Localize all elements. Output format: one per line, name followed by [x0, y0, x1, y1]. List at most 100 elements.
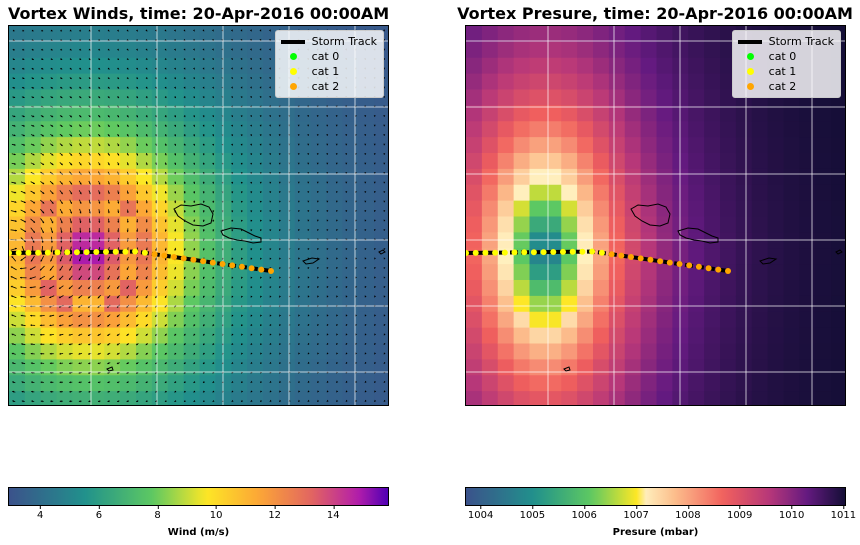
field-cell: [529, 57, 546, 75]
wind-arrow-head: [193, 295, 196, 298]
wind-arrow-head: [136, 96, 138, 99]
field-cell: [815, 153, 832, 170]
field-cell: [593, 26, 610, 43]
wind-arrow-head: [184, 277, 186, 279]
wind-arrow-head: [326, 124, 329, 127]
wind-arrow-head: [193, 143, 196, 146]
wind-arrow-head: [373, 200, 376, 203]
wind-arrow-head: [259, 210, 262, 212]
wind-arrow-head: [88, 259, 91, 261]
wind-arrow-head: [364, 191, 367, 193]
field-cell: [466, 57, 483, 75]
wind-arrow-head: [174, 286, 177, 289]
wind-arrow-head: [30, 352, 33, 355]
wind-arrow-head: [154, 29, 157, 32]
wind-arrow-head: [383, 314, 386, 317]
wind-arrow-head: [41, 124, 44, 127]
wind-arrow-head: [145, 192, 148, 194]
wind-arrow-head: [212, 295, 215, 298]
field-cell: [640, 311, 658, 329]
wind-arrow-head: [59, 333, 61, 336]
wind-arrow-head: [24, 210, 26, 213]
field-cell: [215, 343, 232, 360]
field-cell: [767, 359, 785, 376]
wind-arrow-head: [316, 153, 319, 155]
wind-arrow-head: [70, 182, 72, 185]
wind-arrow-head: [126, 125, 129, 127]
wind-arrow-head: [278, 191, 281, 193]
wind-arrow-head: [317, 342, 320, 345]
wind-arrow-head: [145, 324, 148, 327]
wind-arrow-head: [326, 162, 329, 165]
field-cell: [735, 200, 753, 218]
wind-arrow-head: [173, 48, 176, 51]
field-cell: [767, 232, 785, 249]
field-cell: [545, 327, 562, 345]
wind-arrow-head: [59, 259, 62, 262]
wind-arrow-head: [78, 324, 81, 327]
field-cell: [513, 41, 531, 59]
wind-arrow-head: [336, 276, 338, 279]
wind-arrow-head: [317, 295, 320, 298]
wind-arrow-head: [249, 48, 252, 51]
wind-arrow-head: [98, 268, 100, 271]
wind-arrow-head: [88, 211, 91, 214]
field-cell: [481, 232, 499, 249]
wind-arrow-head: [60, 221, 63, 224]
field-cell: [608, 184, 626, 202]
field-cell: [136, 359, 153, 376]
wind-arrow-head: [89, 201, 91, 204]
field-cell: [751, 200, 769, 218]
wind-arrow-head: [202, 229, 205, 232]
field-cell: [704, 121, 721, 138]
field-cell: [593, 343, 610, 360]
field-cell: [497, 89, 515, 106]
field-cell: [751, 105, 769, 122]
wind-arrow-head: [145, 352, 148, 355]
field-cell: [215, 248, 232, 265]
wind-arrow-head: [126, 390, 129, 393]
wind-arrow-head: [345, 143, 348, 146]
track-point: [161, 252, 168, 259]
field-cell: [608, 168, 626, 186]
wind-arrow-head: [145, 29, 148, 32]
field-cell: [481, 26, 499, 43]
wind-arrow-head: [269, 181, 272, 184]
wind-arrow-head: [88, 334, 90, 336]
field-cell: [577, 200, 594, 218]
field-cell: [40, 184, 58, 202]
wind-arrow-head: [59, 324, 61, 327]
field-cell: [815, 232, 832, 249]
colorbar-tick-label: 1007: [623, 506, 649, 521]
wind-arrow-head: [278, 124, 281, 127]
wind-arrow-head: [145, 333, 148, 336]
field-cell: [815, 343, 832, 360]
wind-arrow-head: [269, 153, 272, 155]
field-cell: [294, 295, 312, 313]
field-cell: [513, 73, 531, 91]
field-cell: [624, 137, 642, 154]
wind-arrow-head: [317, 361, 320, 364]
field-cell: [831, 375, 845, 392]
pressure-legend: Storm Track cat 0 cat 1 cat 2: [731, 30, 841, 98]
field-cell: [231, 216, 248, 233]
wind-arrow-head: [268, 29, 271, 32]
wind-arrow-head: [345, 285, 348, 288]
field-cell: [326, 248, 343, 265]
field-cell: [831, 200, 845, 218]
field-cell: [374, 121, 388, 138]
field-cell: [263, 105, 280, 122]
field-cell: [656, 391, 673, 405]
field-cell: [672, 168, 689, 186]
field-cell: [688, 137, 705, 154]
wind-arrow-head: [269, 286, 272, 288]
wind-arrow-head: [39, 314, 42, 317]
field-cell: [151, 280, 169, 297]
wind-arrow-head: [60, 39, 63, 41]
wind-arrow-head: [193, 182, 196, 184]
track-point: [598, 249, 605, 256]
track-point: [54, 249, 61, 256]
wind-arrow-head: [193, 77, 195, 79]
wind-arrow-head: [231, 333, 234, 336]
wind-arrow-head: [259, 86, 262, 89]
